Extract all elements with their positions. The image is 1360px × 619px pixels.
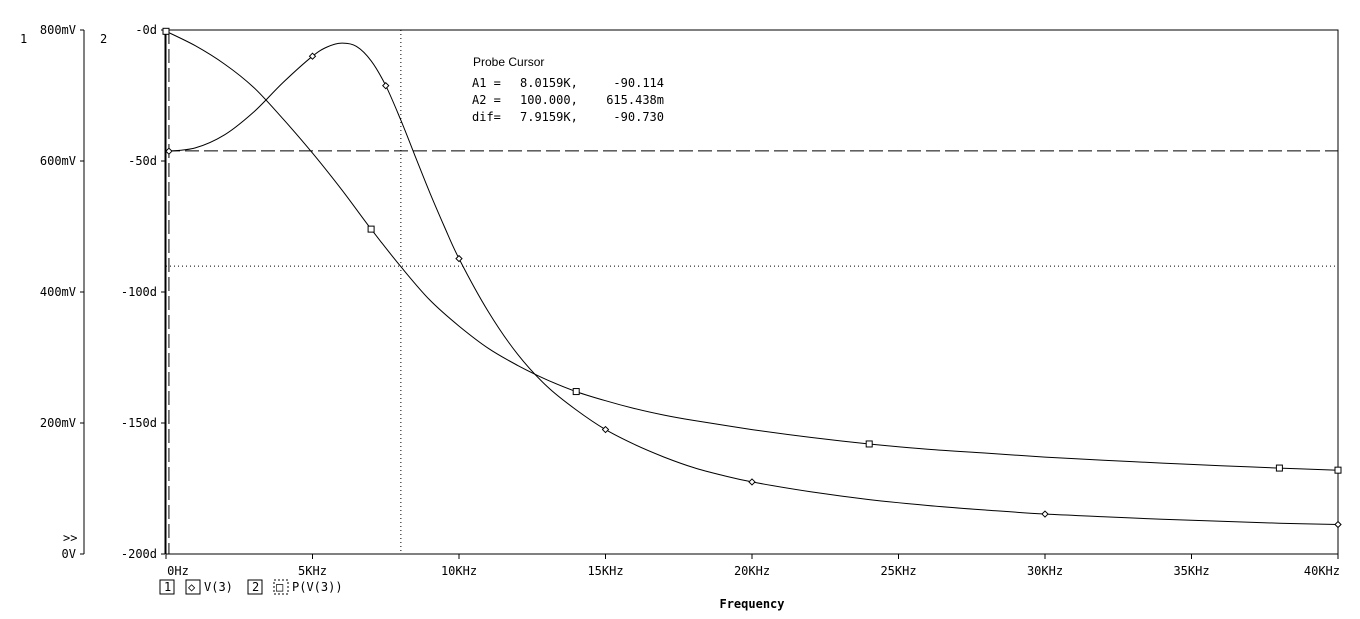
data-point-v-3 <box>1041 510 1049 518</box>
x-tick-label: 0Hz <box>167 564 189 578</box>
x-tick-label: 35KHz <box>1173 564 1209 578</box>
series-layer <box>162 27 1342 529</box>
plot-frame <box>165 29 1339 555</box>
cursor-lines[interactable] <box>166 30 1338 554</box>
data-point-v-3 <box>455 254 463 263</box>
y1-tick-label: 600mV <box>40 154 76 168</box>
more-indicator[interactable]: >> <box>63 531 77 545</box>
y1-tick-label: 0V <box>62 547 76 561</box>
series-line-p-v-3 <box>165 30 1339 471</box>
legend-diamond-icon: ◇ <box>188 580 196 594</box>
x-tick-label: 20KHz <box>734 564 770 578</box>
legend-item-v3[interactable]: 1 ◇ V(3) <box>159 579 233 595</box>
probe-cursor-panel: Probe Cursor A1 = 8.0159K, -90.114 A2 = … <box>472 55 664 124</box>
x-tick-label: 40KHz <box>1304 564 1340 578</box>
x-tick-label: 15KHz <box>587 564 623 578</box>
cursor-dif-x: 7.9159K, <box>520 110 578 124</box>
cursor-a1-x: 8.0159K, <box>520 76 578 90</box>
cursor-a1-label: A1 = <box>472 76 501 90</box>
legend[interactable]: 1 ◇ V(3) 2 □ P(V(3)) <box>159 579 343 595</box>
series-line-v-3 <box>168 42 1339 525</box>
y2-tick-label: -200d <box>121 547 157 561</box>
data-point-v-3 <box>601 425 610 434</box>
legend-square-icon: □ <box>276 580 283 594</box>
x-tick-label: 5KHz <box>298 564 327 578</box>
y1-tick-label: 800mV <box>40 23 76 37</box>
axis-2-id: 2 <box>100 32 107 46</box>
data-point-p-v-3 <box>1275 464 1283 472</box>
legend-item-pv3[interactable]: 2 □ P(V(3)) <box>247 579 343 595</box>
legend-label-pv3: P(V(3)) <box>292 580 343 594</box>
x-tick-label: 10KHz <box>441 564 477 578</box>
cursor-a1-y: -90.114 <box>613 76 664 90</box>
y2-tick-label: -100d <box>121 285 157 299</box>
y1-tick-label: 200mV <box>40 416 76 430</box>
legend-axis-box-1: 1 <box>164 580 171 594</box>
x-tick-label: 25KHz <box>880 564 916 578</box>
y2-tick-label: -150d <box>121 416 157 430</box>
x-axis-title: Frequency <box>719 597 784 611</box>
data-point-v-3 <box>382 81 390 90</box>
data-point-p-v-3 <box>162 27 170 35</box>
axis-1-id: 1 <box>20 32 27 46</box>
data-point-v-3 <box>165 147 173 155</box>
x-tick-label: 30KHz <box>1027 564 1063 578</box>
legend-axis-box-2: 2 <box>252 580 259 594</box>
legend-label-v3: V(3) <box>204 580 233 594</box>
cursor-dif-y: -90.730 <box>613 110 664 124</box>
y2-tick-label: -50d <box>128 154 157 168</box>
cursor-a2-y: 615.438m <box>606 93 664 107</box>
data-point-p-v-3 <box>572 388 580 396</box>
x-axis: 0Hz 5KHz 10KHz 15KHz 20KHz 25KHz 30KHz 35KHz 40K… <box>165 554 1340 578</box>
data-point-p-v-3 <box>367 225 375 233</box>
y2-axis: -0d -50d -100d -150d -200d <box>121 23 166 561</box>
y1-axis: 800mV 600mV 400mV 200mV 0V <box>40 23 85 561</box>
data-point-v-3 <box>1334 520 1342 529</box>
cursor-dif-label: dif= <box>472 110 501 124</box>
data-point-p-v-3 <box>865 440 873 448</box>
data-point-v-3 <box>308 52 317 60</box>
y1-tick-label: 400mV <box>40 285 76 299</box>
y2-tick-label: -0d <box>135 23 157 37</box>
cursor-a2-x: 100.000, <box>520 93 578 107</box>
data-point-p-v-3 <box>1334 466 1342 474</box>
data-point-v-3 <box>748 478 756 486</box>
cursor-a2-label: A2 = <box>472 93 501 107</box>
probe-cursor-title: Probe Cursor <box>473 55 544 69</box>
